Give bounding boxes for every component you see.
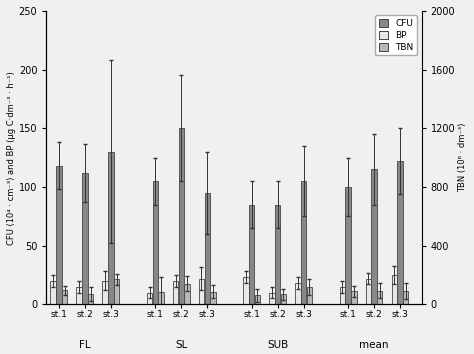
- Bar: [392, 275, 397, 304]
- Bar: [275, 205, 280, 304]
- Bar: [365, 279, 371, 304]
- Text: SUB: SUB: [267, 339, 288, 349]
- Bar: [255, 295, 260, 304]
- Bar: [51, 281, 56, 304]
- Bar: [184, 284, 190, 304]
- Text: FL: FL: [79, 339, 91, 349]
- Bar: [403, 291, 409, 304]
- Bar: [147, 293, 152, 304]
- Bar: [88, 294, 93, 304]
- Bar: [76, 287, 82, 304]
- Bar: [153, 181, 158, 304]
- Bar: [249, 205, 255, 304]
- Bar: [210, 292, 216, 304]
- Bar: [301, 181, 306, 304]
- Bar: [102, 281, 108, 304]
- Bar: [281, 295, 286, 304]
- Bar: [108, 152, 113, 304]
- Bar: [307, 287, 312, 304]
- Legend: CFU, BP, TBN: CFU, BP, TBN: [375, 16, 417, 56]
- Bar: [173, 281, 178, 304]
- Bar: [158, 292, 164, 304]
- Bar: [371, 169, 377, 304]
- Bar: [295, 283, 301, 304]
- Bar: [346, 187, 351, 304]
- Bar: [243, 277, 249, 304]
- Bar: [114, 279, 119, 304]
- Bar: [179, 128, 184, 304]
- Text: mean: mean: [359, 339, 389, 349]
- Bar: [199, 279, 204, 304]
- Bar: [351, 291, 356, 304]
- Bar: [397, 161, 403, 304]
- Bar: [62, 290, 67, 304]
- Bar: [56, 166, 62, 304]
- Bar: [82, 173, 88, 304]
- Text: SL: SL: [175, 339, 187, 349]
- Y-axis label: CFU (10⁴ · cm⁻³) and BP (μg C·dm⁻³ · h⁻¹): CFU (10⁴ · cm⁻³) and BP (μg C·dm⁻³ · h⁻¹…: [7, 71, 16, 245]
- Bar: [205, 193, 210, 304]
- Bar: [340, 287, 345, 304]
- Y-axis label: TBN (10⁶ · dm⁻³): TBN (10⁶ · dm⁻³): [458, 123, 467, 192]
- Bar: [269, 293, 274, 304]
- Bar: [377, 291, 383, 304]
